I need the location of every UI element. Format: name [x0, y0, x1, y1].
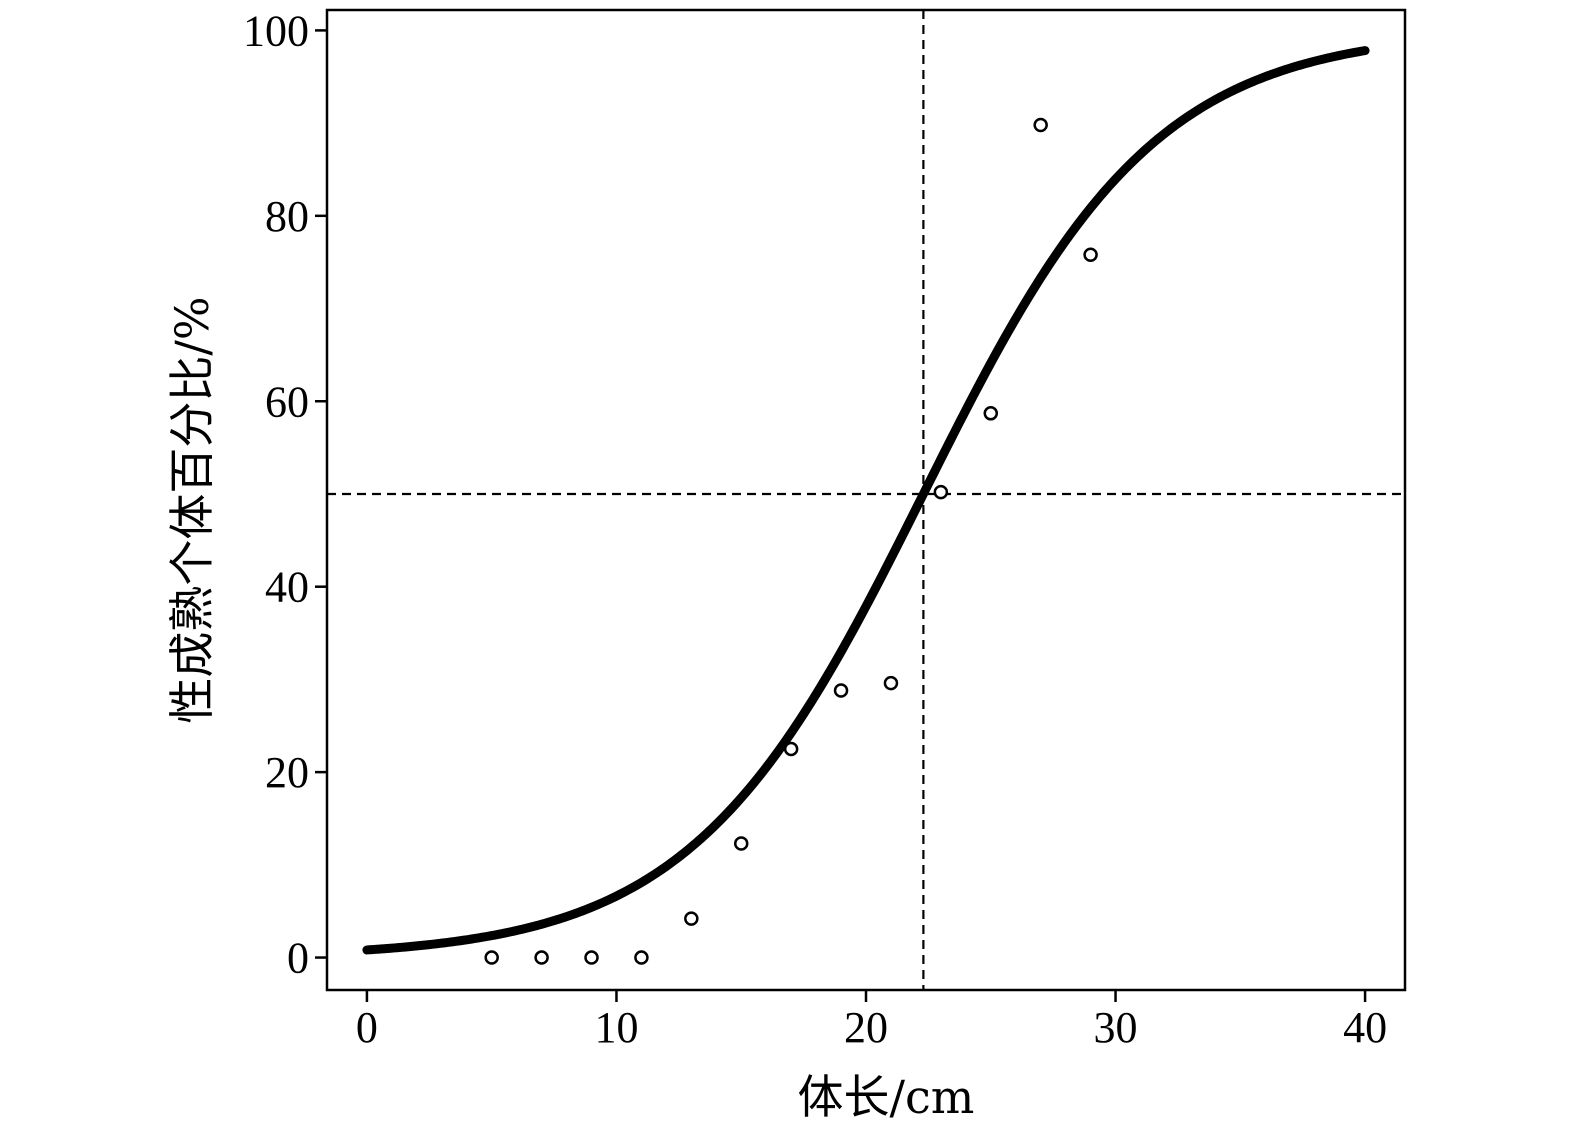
data-point: [733, 836, 749, 851]
data-point: [534, 950, 549, 965]
axes: [315, 8, 1407, 1002]
data-point: [933, 484, 949, 500]
x-tick-label: 0: [356, 1003, 378, 1052]
fitted-curve-layer: [362, 46, 1370, 955]
data-point: [783, 741, 799, 757]
data-point: [983, 406, 999, 421]
y-tick-label: 20: [265, 748, 309, 797]
data-point: [1083, 247, 1098, 263]
x-tick-label: 40: [1343, 1003, 1387, 1052]
x-tick-label: 10: [594, 1003, 638, 1052]
data-point: [484, 950, 499, 965]
observed-points-layer: [484, 117, 1098, 965]
data-point: [684, 911, 699, 926]
y-tick-label: 80: [265, 192, 309, 241]
y-tick-label: 40: [265, 563, 309, 612]
data-point: [833, 683, 849, 698]
plot-frame: [325, 8, 1407, 992]
reference-lines: [327, 10, 1405, 990]
x-tick-label: 20: [844, 1003, 888, 1052]
data-point: [1033, 117, 1048, 133]
y-axis-title: 性成熟个体百分比/%: [165, 296, 219, 723]
fitted-logistic-curve: [362, 46, 1370, 955]
data-point: [634, 950, 649, 965]
y-tick-label: 100: [243, 6, 309, 55]
data-point: [883, 675, 899, 691]
x-tick-label: 30: [1094, 1003, 1138, 1052]
data-point: [584, 950, 599, 965]
x-axis-title: 体长/cm: [798, 1070, 975, 1124]
y-tick-label: 60: [265, 377, 309, 426]
y-tick-label: 0: [287, 934, 309, 983]
tick-labels: 0 10 20 30 40 0 20 40 60 80 100: [243, 6, 1387, 1052]
